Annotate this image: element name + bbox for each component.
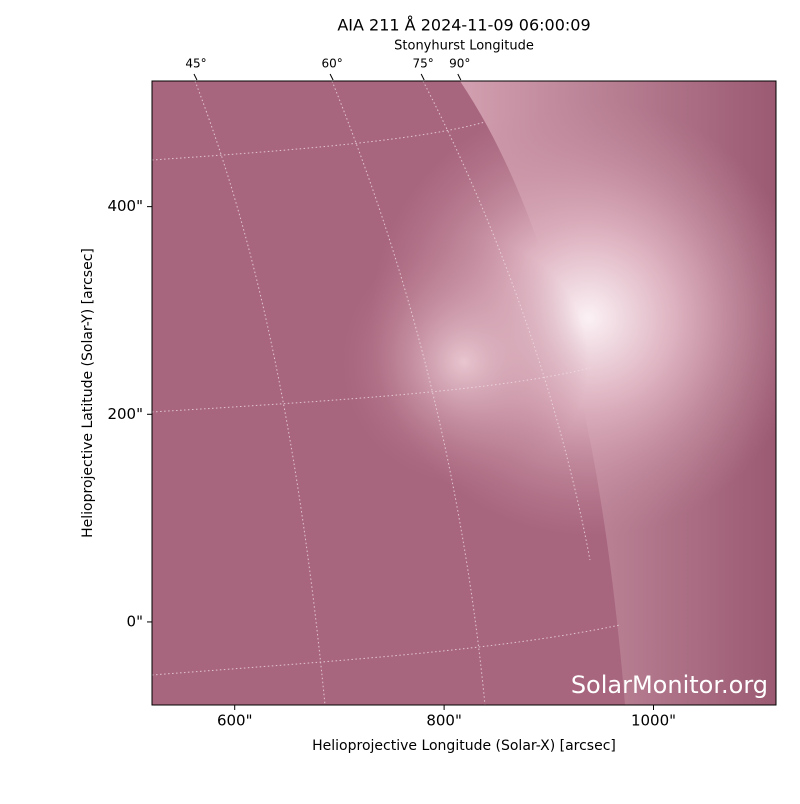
x-axis-label: Helioprojective Longitude (Solar-X) [arc… [312, 738, 616, 754]
top-tick-label: 45° [185, 57, 206, 71]
top-tick [420, 73, 425, 81]
plot-frame [151, 80, 777, 706]
top-tick-label: 90° [449, 57, 470, 71]
watermark: SolarMonitor.org [571, 671, 768, 699]
x-tick-label: 600" [217, 712, 253, 730]
top-tick [193, 73, 198, 81]
x-tick-label: 800" [426, 712, 462, 730]
top-tick [329, 73, 334, 81]
y-tick-label: 200" [107, 405, 143, 423]
solar-image [152, 81, 776, 705]
y-axis-label: Helioprojective Latitude (Solar-Y) [arcs… [80, 248, 96, 538]
x-tick-label: 1000" [631, 712, 676, 730]
top-tick [457, 73, 462, 81]
top-tick-label: 75° [413, 57, 434, 71]
top-axis-label: Stonyhurst Longitude [394, 39, 534, 54]
chart-title: AIA 211 Å 2024-11-09 06:00:09 [337, 16, 590, 35]
top-tick-label: 60° [321, 57, 342, 71]
y-tick-label: 400" [107, 197, 143, 215]
y-tick-label: 0" [127, 612, 143, 630]
